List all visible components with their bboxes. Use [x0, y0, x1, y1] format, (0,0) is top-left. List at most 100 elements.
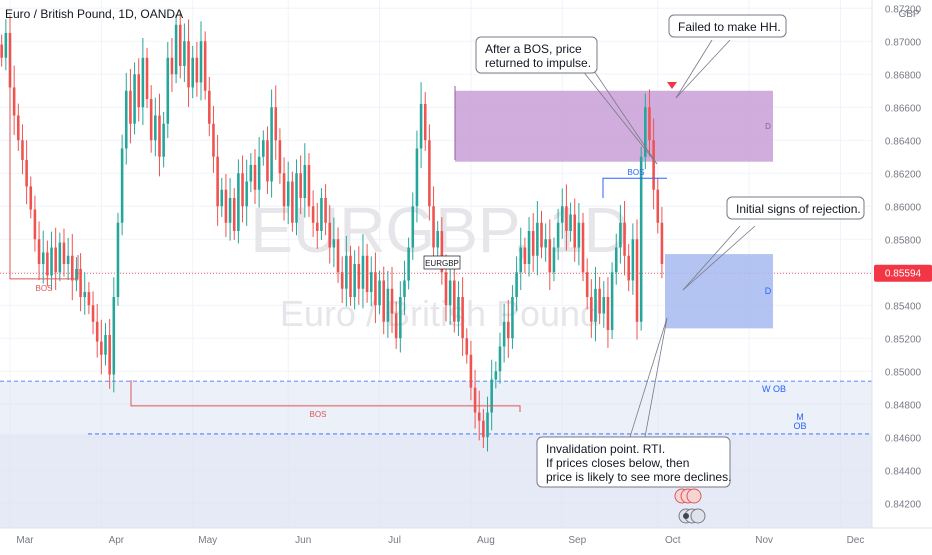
- candle-body[interactable]: [382, 280, 386, 322]
- callout-invalidation[interactable]: Invalidation point. RTI.If prices closes…: [536, 317, 731, 488]
- candle-body[interactable]: [220, 189, 224, 207]
- candle-body[interactable]: [390, 288, 394, 314]
- candle-body[interactable]: [257, 156, 261, 190]
- candle-body[interactable]: [639, 156, 643, 322]
- candle-body[interactable]: [349, 255, 352, 297]
- candle-body[interactable]: [560, 206, 564, 223]
- candle-body[interactable]: [299, 173, 302, 198]
- candle-body[interactable]: [216, 156, 219, 207]
- candle-body[interactable]: [469, 354, 473, 388]
- candles[interactable]: [0, 10, 664, 452]
- candle-body[interactable]: [203, 41, 207, 91]
- candle-body[interactable]: [274, 107, 278, 141]
- candle-body[interactable]: [320, 198, 323, 231]
- flag-icon[interactable]: [674, 488, 702, 504]
- candle-body[interactable]: [345, 255, 348, 289]
- candle-body[interactable]: [623, 222, 626, 256]
- candle-body[interactable]: [253, 165, 257, 190]
- candle-body[interactable]: [440, 231, 444, 273]
- candle-body[interactable]: [403, 280, 406, 298]
- candle-body[interactable]: [590, 297, 593, 322]
- candle-body[interactable]: [490, 379, 493, 413]
- candle-body[interactable]: [423, 103, 427, 141]
- candle-body[interactable]: [399, 297, 402, 339]
- candle-body[interactable]: [544, 239, 547, 248]
- candle-body[interactable]: [461, 297, 464, 339]
- candle-body[interactable]: [286, 181, 290, 207]
- candle-body[interactable]: [21, 140, 24, 161]
- candle-body[interactable]: [282, 173, 286, 207]
- candle-body[interactable]: [585, 272, 589, 297]
- candle-body[interactable]: [648, 107, 651, 141]
- candle-body[interactable]: [25, 160, 28, 187]
- candle-body[interactable]: [212, 123, 215, 157]
- callout-failed-hh[interactable]: Failed to make HH.: [668, 14, 787, 99]
- candle-body[interactable]: [58, 242, 62, 273]
- candle-body[interactable]: [95, 321, 99, 342]
- candle-body[interactable]: [46, 252, 49, 276]
- candle-body[interactable]: [149, 99, 153, 141]
- candle-body[interactable]: [133, 74, 136, 124]
- candle-body[interactable]: [62, 242, 66, 264]
- candle-body[interactable]: [353, 264, 356, 297]
- callout-rejection[interactable]: Initial signs of rejection.: [682, 196, 865, 291]
- candle-body[interactable]: [506, 321, 510, 339]
- candle-body[interactable]: [224, 189, 228, 223]
- candle-body[interactable]: [369, 272, 373, 293]
- candle-body[interactable]: [137, 74, 141, 108]
- candle-body[interactable]: [187, 41, 190, 88]
- candle-body[interactable]: [162, 123, 165, 157]
- candle-body[interactable]: [141, 57, 145, 108]
- candle-body[interactable]: [33, 209, 37, 240]
- candle-body[interactable]: [515, 272, 518, 297]
- candle-body[interactable]: [129, 90, 132, 124]
- candle-body[interactable]: [87, 292, 91, 306]
- candle-body[interactable]: [482, 420, 485, 438]
- candle-body[interactable]: [100, 341, 103, 355]
- candle-body[interactable]: [311, 206, 315, 223]
- candle-body[interactable]: [66, 255, 70, 264]
- candle-body[interactable]: [199, 41, 203, 83]
- candle-body[interactable]: [627, 255, 630, 281]
- candle-body[interactable]: [606, 297, 610, 330]
- candle-body[interactable]: [245, 181, 248, 207]
- candle-body[interactable]: [581, 222, 585, 273]
- candle-body[interactable]: [79, 268, 82, 297]
- candle-body[interactable]: [208, 90, 211, 124]
- candle-body[interactable]: [158, 115, 161, 157]
- candle-body[interactable]: [191, 57, 194, 88]
- candle-body[interactable]: [75, 268, 78, 281]
- candle-body[interactable]: [577, 222, 581, 248]
- candle-body[interactable]: [17, 115, 20, 141]
- candle-body[interactable]: [635, 239, 639, 322]
- candle-body[interactable]: [548, 239, 552, 273]
- candle-body[interactable]: [361, 255, 365, 289]
- candle-body[interactable]: [116, 222, 120, 297]
- candle-body[interactable]: [124, 90, 128, 149]
- candle-body[interactable]: [232, 198, 236, 231]
- candle-body[interactable]: [374, 272, 377, 306]
- candle-body[interactable]: [91, 305, 95, 322]
- candle-body[interactable]: [656, 189, 660, 223]
- candle-body[interactable]: [494, 371, 498, 380]
- candle-body[interactable]: [266, 140, 269, 182]
- candle-body[interactable]: [523, 247, 527, 265]
- candle-body[interactable]: [54, 247, 57, 273]
- candle-body[interactable]: [378, 280, 381, 306]
- candle-body[interactable]: [457, 297, 460, 322]
- candle-body[interactable]: [183, 41, 186, 66]
- candle-body[interactable]: [336, 239, 340, 273]
- candle-body[interactable]: [602, 297, 606, 314]
- candle-body[interactable]: [519, 247, 523, 273]
- candle-body[interactable]: [652, 140, 655, 190]
- candle-body[interactable]: [262, 140, 265, 157]
- candle-body[interactable]: [473, 387, 477, 413]
- candle-body[interactable]: [436, 231, 439, 248]
- candle-body[interactable]: [432, 206, 435, 248]
- candle-body[interactable]: [195, 57, 199, 83]
- candle-body[interactable]: [249, 165, 253, 182]
- candle-body[interactable]: [278, 140, 282, 174]
